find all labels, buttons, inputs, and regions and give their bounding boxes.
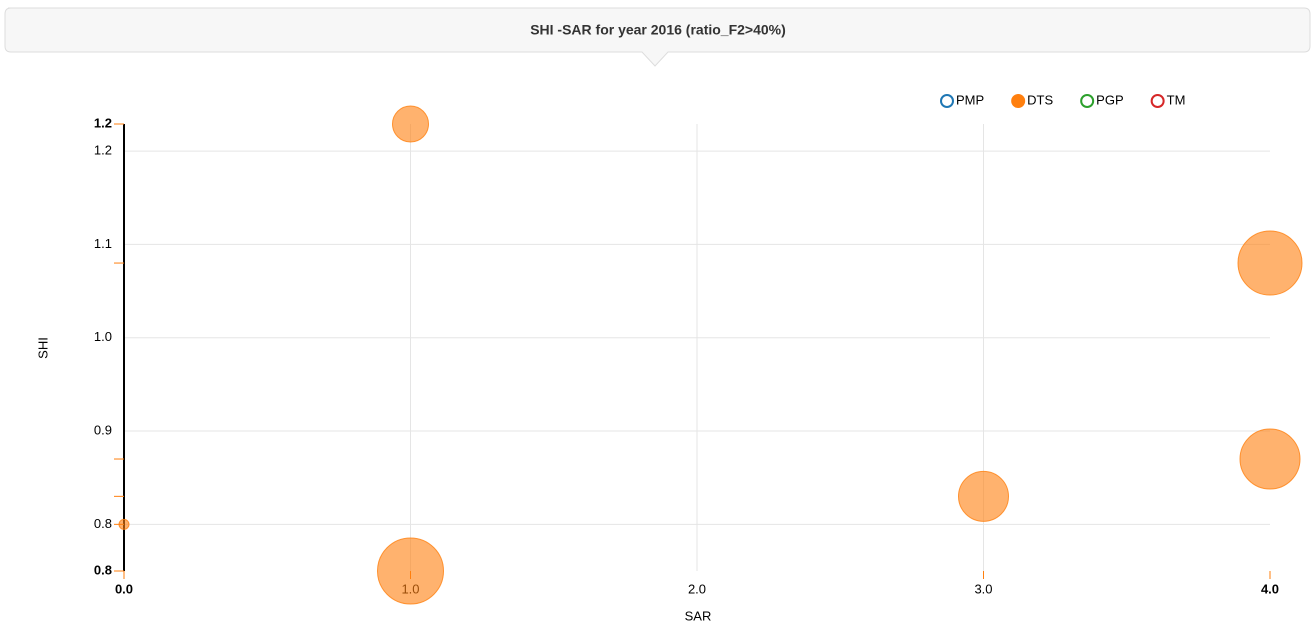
x-tick-label: 3.0	[974, 581, 992, 596]
y-tick-label: 0.9	[94, 422, 112, 437]
y-axis-label: SHI	[35, 337, 50, 359]
legend-label: TM	[1167, 92, 1186, 107]
x-tick-label: 2.0	[688, 581, 706, 596]
bubble	[377, 537, 444, 605]
legend-symbol	[940, 94, 954, 108]
x-axis-label: SAR	[685, 608, 712, 623]
title-box	[4, 7, 1311, 67]
chart-title: SHI -SAR for year 2016 (ratio_F2>40%)	[530, 22, 786, 38]
legend-label: PMP	[956, 92, 984, 107]
y-tick-label: 1.2	[94, 115, 112, 130]
y-tick-label: 1.2	[94, 143, 112, 158]
y-tick-label: 0.8	[94, 562, 112, 577]
legend-symbol	[1150, 94, 1165, 108]
x-tick-label: 0.0	[115, 581, 133, 596]
y-tick-label: 1.1	[94, 236, 112, 251]
y-tick-label: 0.8	[94, 516, 112, 531]
legend-label: PGP	[1096, 92, 1123, 107]
legend-symbol	[1080, 94, 1095, 108]
bubble	[1237, 230, 1303, 296]
bubble	[118, 518, 130, 530]
y-tick-label: 1.0	[94, 329, 112, 344]
x-tick-label: 4.0	[1261, 581, 1279, 596]
bubble	[1239, 428, 1301, 490]
legend-label: DTS	[1027, 92, 1053, 107]
bubble	[392, 105, 429, 143]
bubble	[958, 470, 1009, 522]
legend-symbol	[1011, 94, 1026, 108]
